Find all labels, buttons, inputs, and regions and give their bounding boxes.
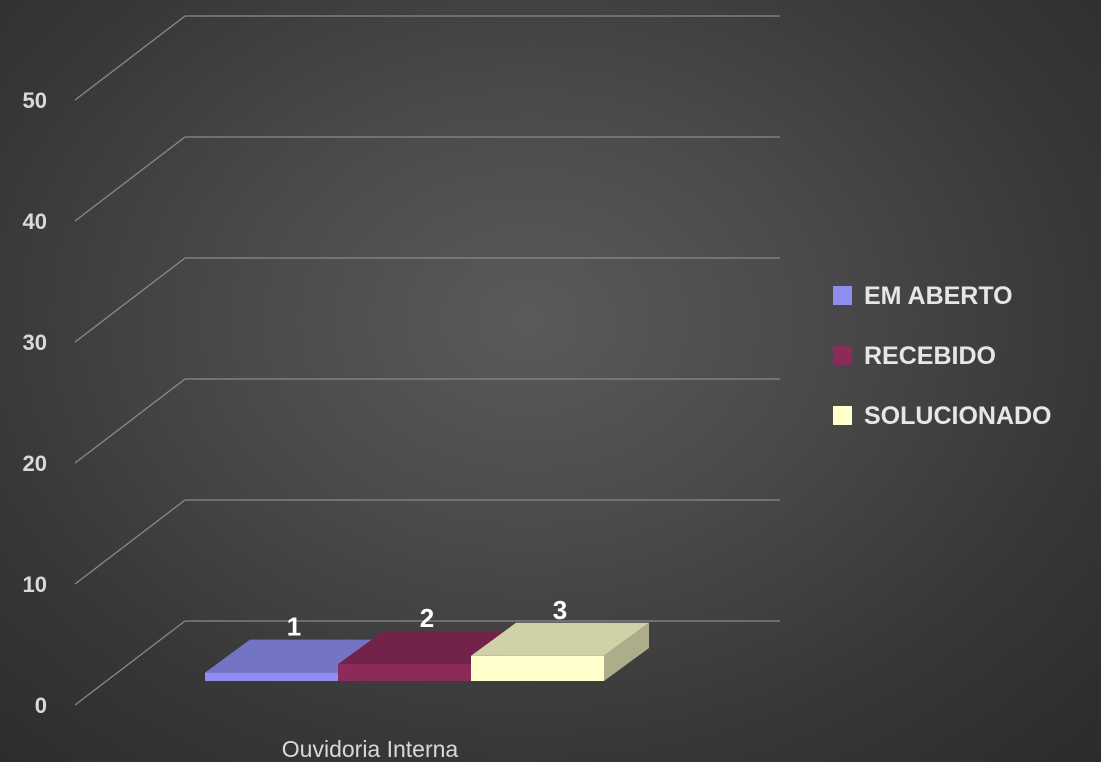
legend-item: RECEBIDO [833, 342, 996, 370]
y-tick-label: 0 [35, 693, 47, 718]
gridline [74, 499, 780, 585]
x-category-label: Ouvidoria Interna [282, 736, 459, 762]
bar-top [471, 622, 649, 656]
y-tick-label: 10 [23, 572, 47, 597]
y-tick-label: 30 [23, 330, 47, 355]
bar-solucionado [471, 622, 649, 681]
bar-front [205, 672, 338, 681]
gridline [74, 620, 780, 706]
legend-label: EM ABERTO [864, 282, 1013, 310]
legend-label: RECEBIDO [864, 342, 996, 370]
data-label: 3 [553, 595, 567, 625]
data-label: 2 [420, 603, 434, 633]
bar-front [471, 655, 604, 681]
bar-side [604, 622, 649, 681]
bar-front [338, 664, 471, 681]
legend-label: SOLUCIONADO [864, 402, 1052, 430]
legend-swatch [833, 406, 852, 425]
gridline [74, 15, 780, 101]
gridline [74, 257, 780, 343]
y-tick-label: 50 [23, 88, 47, 113]
gridline [74, 136, 780, 222]
legend-swatch [833, 346, 852, 365]
y-tick-label: 40 [23, 209, 47, 234]
legend-item: SOLUCIONADO [833, 402, 1052, 430]
legend-item: EM ABERTO [833, 282, 1013, 310]
data-label: 1 [287, 612, 301, 642]
y-tick-label: 20 [23, 451, 47, 476]
legend-swatch [833, 286, 852, 305]
gridline [74, 378, 780, 464]
